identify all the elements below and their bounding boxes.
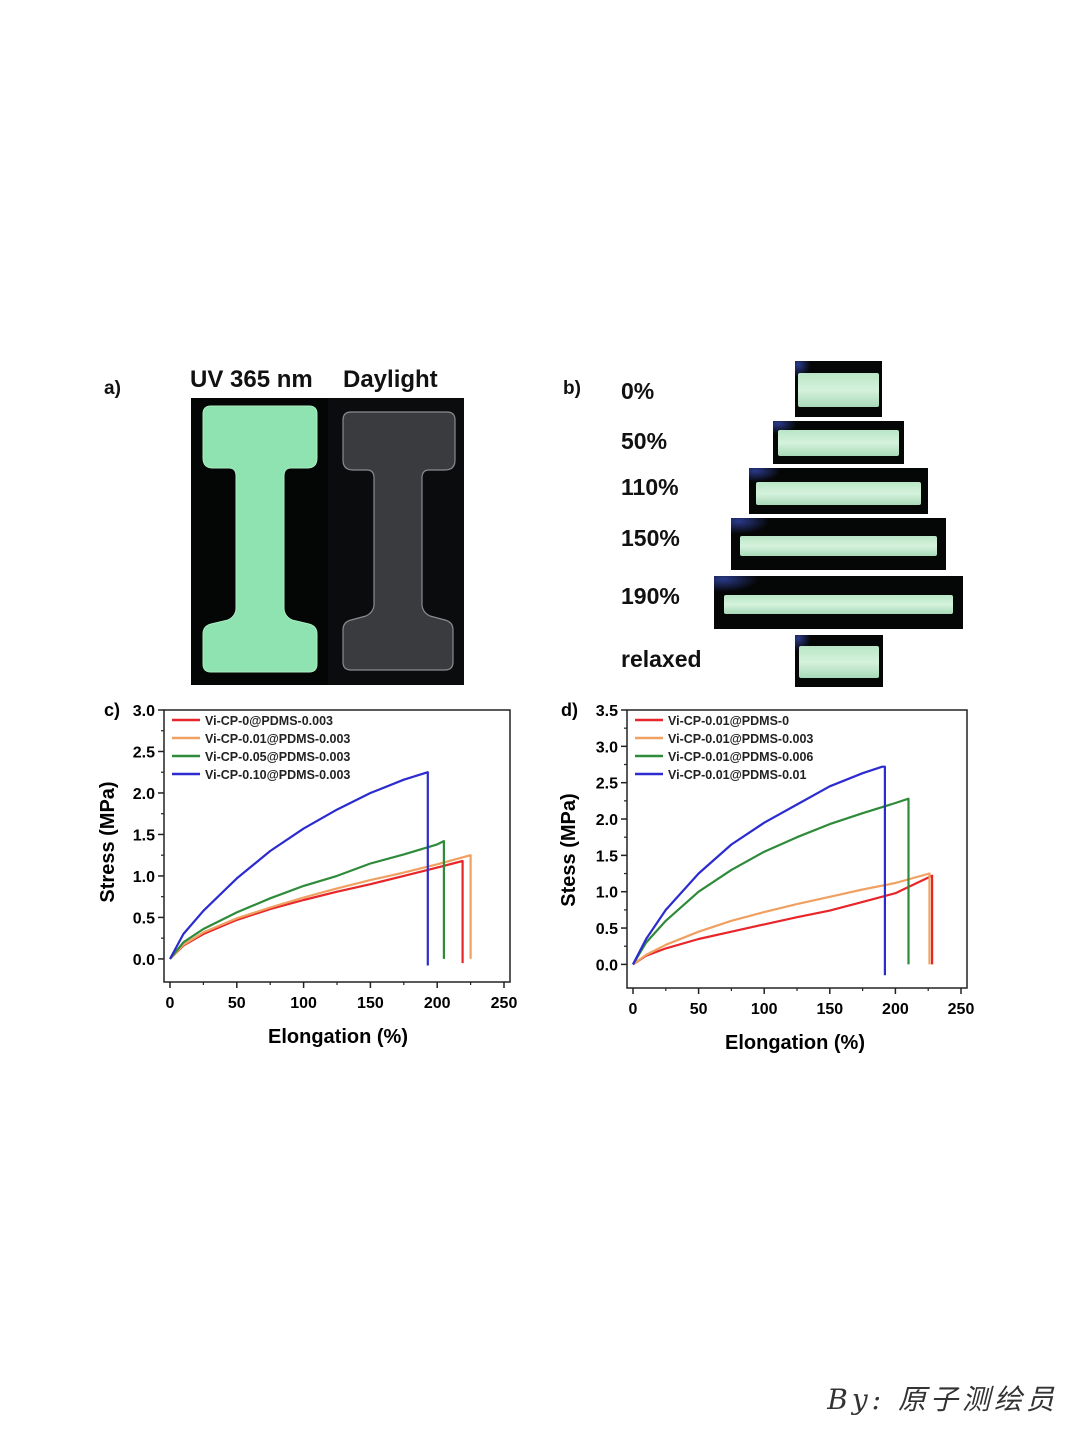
watermark-text: By: 原子测绘员	[827, 1383, 1058, 1416]
chart-c-xtick-label: 200	[424, 995, 451, 1012]
chart-d-ytick-label: 3.0	[596, 739, 618, 756]
chart-c-xlabel: Elongation (%)	[268, 1026, 408, 1048]
chart-d-plot-area: 0.0 0.5 1.0 1.5 2.0 2.5 3.0 3.5 0 50 100 150 200 250 V…	[596, 703, 975, 1018]
daylight-title: Daylight	[343, 366, 438, 393]
chart-c-ytick-label: 2.0	[133, 786, 155, 803]
chart-c-ylabel: Stress (MPa)	[97, 781, 119, 902]
chart-c-xtick-label: 150	[357, 995, 384, 1012]
strip-photo-0	[795, 361, 882, 417]
chart-c-ytick-label: 3.0	[133, 703, 155, 720]
strain-label-0: 0%	[621, 378, 655, 404]
chart-d-ytick-label: 3.5	[596, 703, 618, 720]
strip-photo-190	[714, 576, 963, 629]
chart-c-xtick-label: 0	[166, 995, 175, 1012]
chart-c-series-line-2	[169, 840, 445, 960]
chart-d: d) 0.0 0.5 1.0 1.5 2.0 2.5 3.0 3.5 0 50 100 150 200 2…	[558, 700, 975, 1054]
uv-dogbone-specimen	[202, 405, 318, 673]
chart-c-xtick-label: 250	[491, 995, 518, 1012]
chart-c-legend-entry: Vi-CP-0.01@PDMS-0.003	[205, 732, 350, 746]
chart-d-ytick-label: 1.0	[596, 885, 618, 902]
chart-d-ylabel: Stess (MPa)	[558, 793, 580, 906]
chart-d-xlabel: Elongation (%)	[725, 1032, 865, 1054]
chart-d-ytick-label: 2.5	[596, 776, 618, 793]
panel-b-label: b)	[563, 378, 581, 399]
strain-label-110: 110%	[621, 474, 679, 500]
chart-c-ytick-label: 1.0	[133, 869, 155, 886]
chart-d-xtick-label: 0	[629, 1001, 638, 1018]
chart-c-ytick-label: 1.5	[133, 827, 155, 844]
chart-d-xtick-label: 50	[690, 1001, 708, 1018]
chart-d-xtick-label: 250	[948, 1001, 975, 1018]
chart-d-series-line-3	[632, 765, 886, 976]
chart-c-series-line-0	[169, 859, 464, 964]
chart-d-legend-entry: Vi-CP-0.01@PDMS-0.003	[668, 732, 813, 746]
chart-d-legend-entry: Vi-CP-0.01@PDMS-0.006	[668, 750, 813, 764]
chart-c-ytick-label: 0.0	[133, 952, 155, 969]
panel-a-label: a)	[104, 378, 121, 399]
chart-c-legend-entry: Vi-CP-0.05@PDMS-0.003	[205, 750, 350, 764]
chart-c-xtick-label: 50	[228, 995, 246, 1012]
dogbone-specimens	[191, 398, 464, 685]
panel-d-label: d)	[561, 700, 578, 720]
chart-c-series-line-3	[169, 771, 429, 966]
chart-d-legend-entry: Vi-CP-0.01@PDMS-0.01	[668, 768, 806, 782]
chart-d-xtick-label: 200	[882, 1001, 909, 1018]
chart-c-xtick-label: 100	[290, 995, 317, 1012]
strip-photo-relaxed	[795, 635, 883, 687]
dogbone-photo	[191, 398, 464, 685]
chart-d-xtick-label: 150	[816, 1001, 843, 1018]
strain-label-150: 150%	[621, 525, 680, 551]
chart-c-legend-entry: Vi-CP-0@PDMS-0.003	[205, 714, 333, 728]
chart-d-ytick-label: 0.0	[596, 957, 618, 974]
chart-c-plot-area: 0.0 0.5 1.0 1.5 2.0 2.5 3.0 0 50 100 150 200 250 Vi-C…	[133, 703, 518, 1012]
strain-label-190: 190%	[621, 583, 680, 609]
strain-label-relaxed: relaxed	[621, 646, 702, 672]
daylight-dogbone-specimen	[342, 411, 456, 671]
chart-d-ytick-label: 0.5	[596, 921, 618, 938]
chart-c-series-line-1	[169, 854, 472, 960]
chart-c-ytick-label: 0.5	[133, 910, 155, 927]
chart-d-series-line-1	[632, 872, 931, 966]
chart-d-legend-entry: Vi-CP-0.01@PDMS-0	[668, 714, 789, 728]
strip-photo-110	[749, 468, 928, 514]
panel-c-label: c)	[104, 700, 120, 720]
uv-365-title: UV 365 nm	[190, 366, 313, 393]
chart-d-xtick-label: 100	[751, 1001, 778, 1018]
strip-photo-150	[731, 518, 946, 570]
chart-d-series-line-2	[632, 797, 910, 965]
chart-d-series-line-0	[632, 874, 934, 966]
chart-d-ytick-label: 1.5	[596, 848, 618, 865]
chart-d-ytick-label: 2.0	[596, 812, 618, 829]
strain-label-50: 50%	[621, 428, 668, 454]
chart-c-legend-entry: Vi-CP-0.10@PDMS-0.003	[205, 768, 350, 782]
chart-c-ytick-label: 2.5	[133, 744, 155, 761]
chart-c: c) 0.0 0.5 1.0 1.5 2.0 2.5 3.0 0 50 100 150 200 250 V…	[97, 700, 518, 1048]
strip-photo-50	[773, 421, 904, 464]
